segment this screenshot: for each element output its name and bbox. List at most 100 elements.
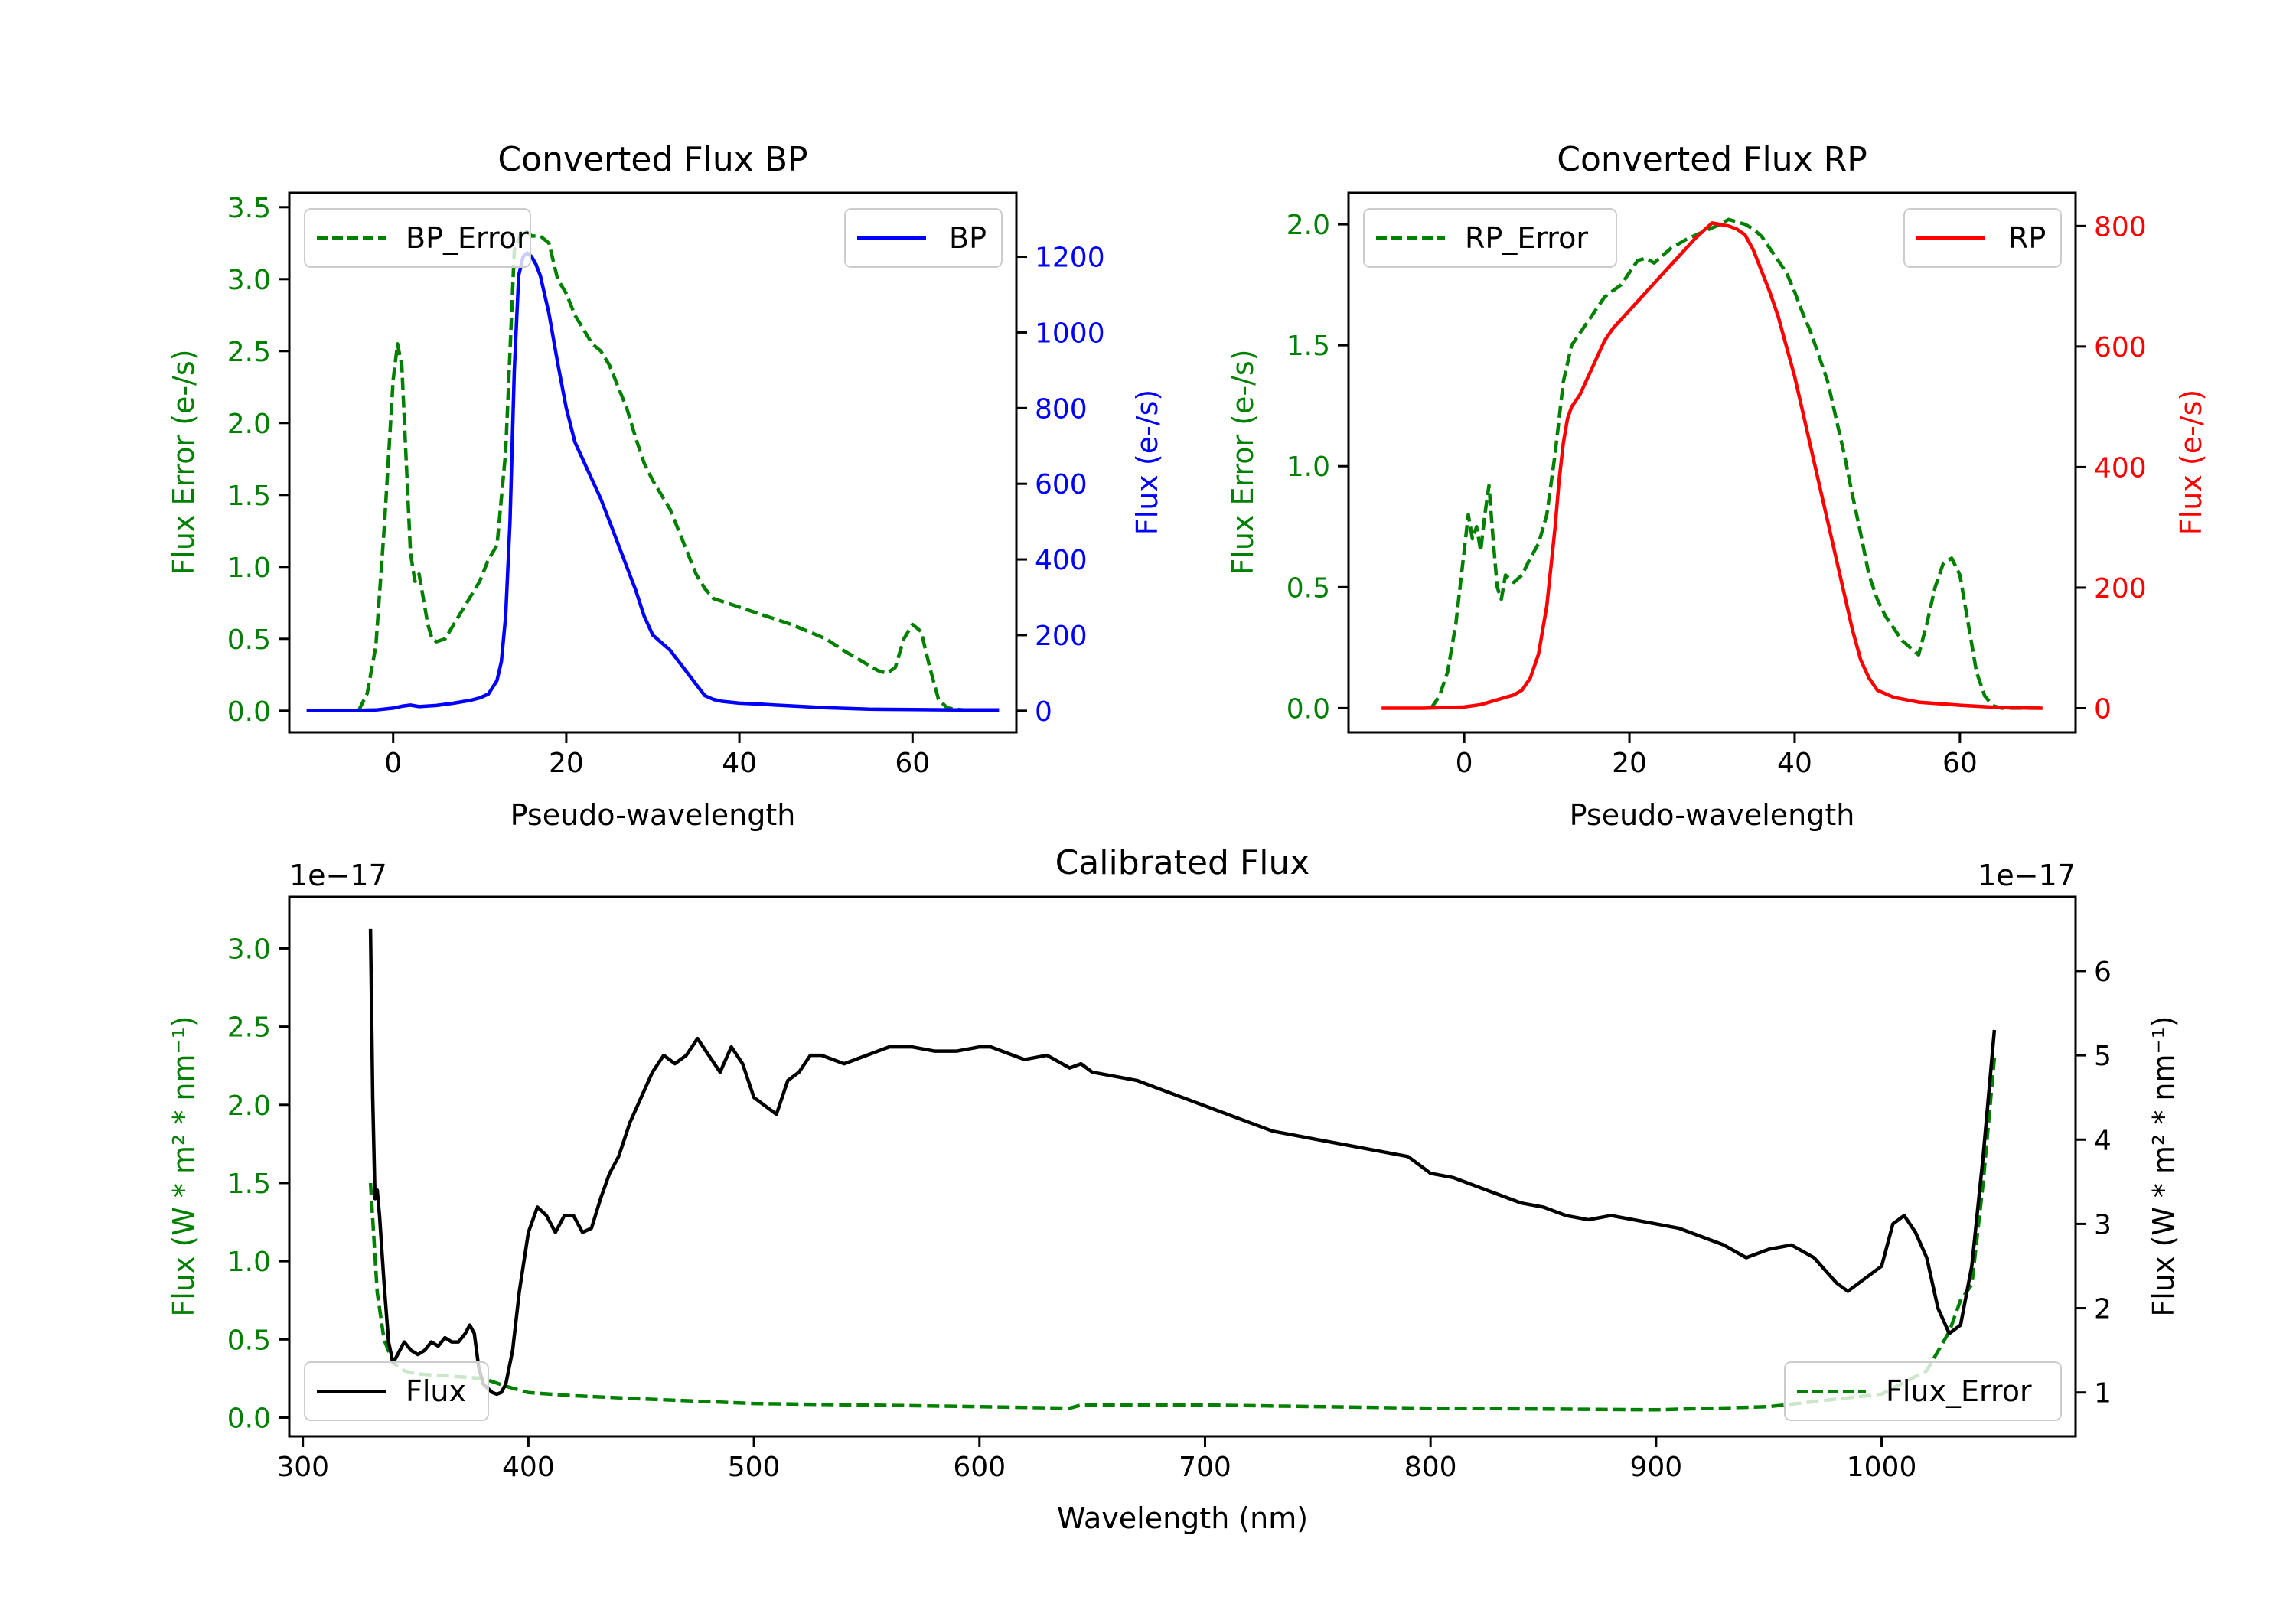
- cal-ylabel-right: Flux (W * m² * nm⁻¹): [2147, 1015, 2180, 1316]
- cal-xtick-label: 300: [276, 1452, 329, 1483]
- cal-xtick-label: 1000: [1847, 1452, 1917, 1483]
- cal-ytick-right-label: 6: [2094, 957, 2112, 988]
- panel-rp: Converted Flux RP 0 20 40 60 0.0 0.5 1.0 1.5 2.…: [1226, 140, 2208, 832]
- bp-ytick-right-label: 800: [1035, 393, 1088, 425]
- cal-legend-flux-box: [304, 1361, 489, 1421]
- bp-legend-error-label: BP_Error: [406, 221, 529, 255]
- bp-xtick-label: 20: [549, 748, 584, 779]
- bp-ytick-right-label: 200: [1035, 621, 1088, 652]
- bp-ytick-right-label: 600: [1035, 469, 1088, 500]
- bp-ytick-right-label: 400: [1035, 545, 1088, 576]
- bp-ytick-left-label: 3.5: [227, 193, 271, 224]
- cal-axes-frame: [288, 895, 2077, 1438]
- rp-xtick-label: 20: [1612, 748, 1647, 779]
- bp-yticks-right: 0 200 400 600 800 1000 1200: [1016, 243, 1105, 728]
- bp-legend-error-box: [304, 208, 531, 268]
- cal-ytick-left-label: 1.5: [227, 1169, 271, 1200]
- rp-legend-flux: RP: [1903, 208, 2062, 268]
- rp-legend-error-box: [1363, 208, 1617, 268]
- bp-ytick-left-label: 1.5: [227, 481, 271, 512]
- bp-xticks: 0 20 40 60: [384, 732, 930, 779]
- cal-ytick-right-label: 1: [2094, 1378, 2112, 1410]
- cal-xtick-label: 400: [502, 1452, 555, 1483]
- rp-plot-area: [1381, 217, 2043, 710]
- cal-ytick-left-label: 2.5: [227, 1012, 271, 1044]
- cal-ytick-left-label: 0.0: [227, 1403, 271, 1434]
- cal-yticks-left: 0.0 0.5 1.0 1.5 2.0 2.5 3.0: [227, 934, 289, 1434]
- cal-legend-flux-label: Flux: [406, 1374, 466, 1408]
- rp-ytick-right-label: 200: [2094, 573, 2147, 605]
- cal-ylabel-left: Flux (W * m² * nm⁻¹): [167, 1015, 201, 1316]
- rp-axes-frame: [1347, 191, 2077, 734]
- rp-ylabel-left: Flux Error (e-/s): [1226, 349, 1260, 575]
- bp-ytick-left-label: 3.0: [227, 265, 271, 296]
- cal-xlabel: Wavelength (nm): [1057, 1501, 1308, 1535]
- bp-ytick-right-label: 1000: [1035, 318, 1105, 349]
- bp-ytick-left-label: 1.0: [227, 553, 271, 584]
- cal-xticks: 300 400 500 600 700 800 900 1000: [276, 1436, 1916, 1483]
- bp-ytick-left-label: 2.0: [227, 409, 271, 440]
- cal-ytick-left-label: 1.0: [227, 1247, 271, 1278]
- rp-yticks-left: 0.0 0.5 1.0 1.5 2.0: [1287, 210, 1349, 725]
- rp-ytick-right-label: 400: [2094, 452, 2147, 484]
- rp-series-rp: [1381, 221, 2043, 710]
- cal-xtick-label: 800: [1404, 1452, 1457, 1483]
- cal-ytick-right-label: 2: [2094, 1294, 2112, 1325]
- rp-legend-error-label: RP_Error: [1465, 221, 1588, 255]
- rp-ylabel-right: Flux (e-/s): [2174, 390, 2208, 535]
- cal-xtick-label: 700: [1179, 1452, 1231, 1483]
- cal-ytick-left-label: 2.0: [227, 1090, 271, 1122]
- bp-ylabel-left: Flux Error (e-/s): [167, 349, 201, 575]
- panel-bp: Converted Flux BP 0 20 40 60 0.0 0.5 1.0 1.5 2.…: [167, 140, 1164, 832]
- bp-series-bp-error: [357, 227, 991, 713]
- cal-title: Calibrated Flux: [1055, 843, 1310, 882]
- bp-axes-frame: [288, 191, 1018, 734]
- bp-xlabel: Pseudo-wavelength: [510, 798, 796, 832]
- bp-series-bp: [306, 251, 1000, 713]
- cal-ytick-right-label: 3: [2094, 1209, 2112, 1240]
- bp-plot-area: [306, 227, 1000, 713]
- rp-ytick-right-label: 800: [2094, 211, 2147, 243]
- rp-ytick-right-label: 600: [2094, 332, 2147, 363]
- cal-legend-error-label: Flux_Error: [1886, 1374, 2032, 1408]
- rp-ytick-left-label: 1.0: [1287, 451, 1330, 483]
- bp-ytick-left-label: 2.5: [227, 337, 271, 368]
- rp-ytick-left-label: 1.5: [1287, 331, 1330, 362]
- rp-legend-flux-label: RP: [2008, 221, 2046, 255]
- cal-legend-error: Flux_Error: [1784, 1361, 2062, 1421]
- rp-series-rp-error: [1430, 217, 2043, 710]
- bp-legend-flux-label: BP: [949, 221, 987, 255]
- cal-xtick-label: 500: [728, 1452, 781, 1483]
- cal-ytick-left-label: 0.5: [227, 1325, 271, 1356]
- rp-yticks-right: 0 200 400 600 800: [2076, 211, 2147, 725]
- cal-ytick-left-label: 3.0: [227, 934, 271, 965]
- rp-ytick-left-label: 2.0: [1287, 210, 1330, 241]
- cal-xtick-label: 900: [1630, 1452, 1683, 1483]
- rp-ytick-left-label: 0.0: [1287, 693, 1330, 725]
- cal-xtick-label: 600: [953, 1452, 1006, 1483]
- bp-ytick-left-label: 0.5: [227, 624, 271, 656]
- bp-ytick-left-label: 0.0: [227, 696, 271, 728]
- rp-xtick-label: 40: [1777, 748, 1812, 779]
- bp-xtick-label: 40: [722, 748, 757, 779]
- rp-ytick-left-label: 0.5: [1287, 572, 1330, 604]
- cal-ytick-right-label: 4: [2094, 1125, 2112, 1156]
- bp-xtick-label: 0: [384, 748, 402, 779]
- cal-offset-left: 1e−17: [289, 859, 387, 892]
- cal-offset-right: 1e−17: [1978, 859, 2076, 892]
- rp-xtick-label: 60: [1942, 748, 1978, 779]
- cal-series-flux: [368, 928, 1997, 1397]
- bp-title: Converted Flux BP: [497, 140, 807, 179]
- rp-legend-error: RP_Error: [1363, 208, 1617, 268]
- rp-xticks: 0 20 40 60: [1456, 732, 1978, 779]
- bp-ytick-right-label: 1200: [1035, 243, 1105, 274]
- rp-title: Converted Flux RP: [1557, 140, 1867, 179]
- rp-xlabel: Pseudo-wavelength: [1570, 798, 1855, 832]
- bp-ytick-right-label: 0: [1035, 696, 1052, 728]
- cal-legend-error-box: [1784, 1361, 2062, 1421]
- rp-ytick-right-label: 0: [2094, 693, 2112, 725]
- bp-yticks-left: 0.0 0.5 1.0 1.5 2.0 2.5 3.0 3.5: [227, 193, 289, 728]
- rp-xtick-label: 0: [1456, 748, 1473, 779]
- cal-ytick-right-label: 5: [2094, 1041, 2112, 1072]
